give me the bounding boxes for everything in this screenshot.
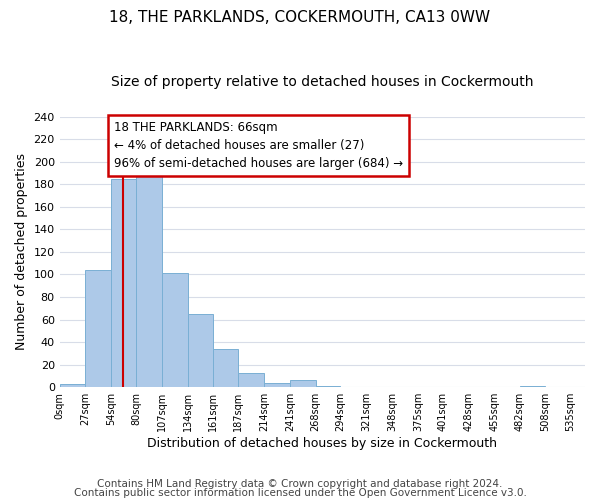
Text: 18, THE PARKLANDS, COCKERMOUTH, CA13 0WW: 18, THE PARKLANDS, COCKERMOUTH, CA13 0WW [109, 10, 491, 25]
Bar [520, 386, 545, 387]
Bar [290, 380, 316, 387]
Bar [111, 178, 136, 387]
Text: Contains HM Land Registry data © Crown copyright and database right 2024.: Contains HM Land Registry data © Crown c… [97, 479, 503, 489]
Text: 18 THE PARKLANDS: 66sqm
← 4% of detached houses are smaller (27)
96% of semi-det: 18 THE PARKLANDS: 66sqm ← 4% of detached… [114, 121, 403, 170]
Text: Contains public sector information licensed under the Open Government Licence v3: Contains public sector information licen… [74, 488, 526, 498]
Bar [238, 372, 264, 387]
Bar [264, 382, 290, 387]
Bar [214, 349, 238, 387]
Y-axis label: Number of detached properties: Number of detached properties [15, 154, 28, 350]
Title: Size of property relative to detached houses in Cockermouth: Size of property relative to detached ho… [111, 75, 533, 89]
Bar [85, 270, 111, 387]
Bar [136, 170, 162, 387]
X-axis label: Distribution of detached houses by size in Cockermouth: Distribution of detached houses by size … [148, 437, 497, 450]
Bar [188, 314, 214, 387]
Bar [162, 274, 188, 387]
Bar [59, 384, 85, 387]
Bar [316, 386, 340, 387]
